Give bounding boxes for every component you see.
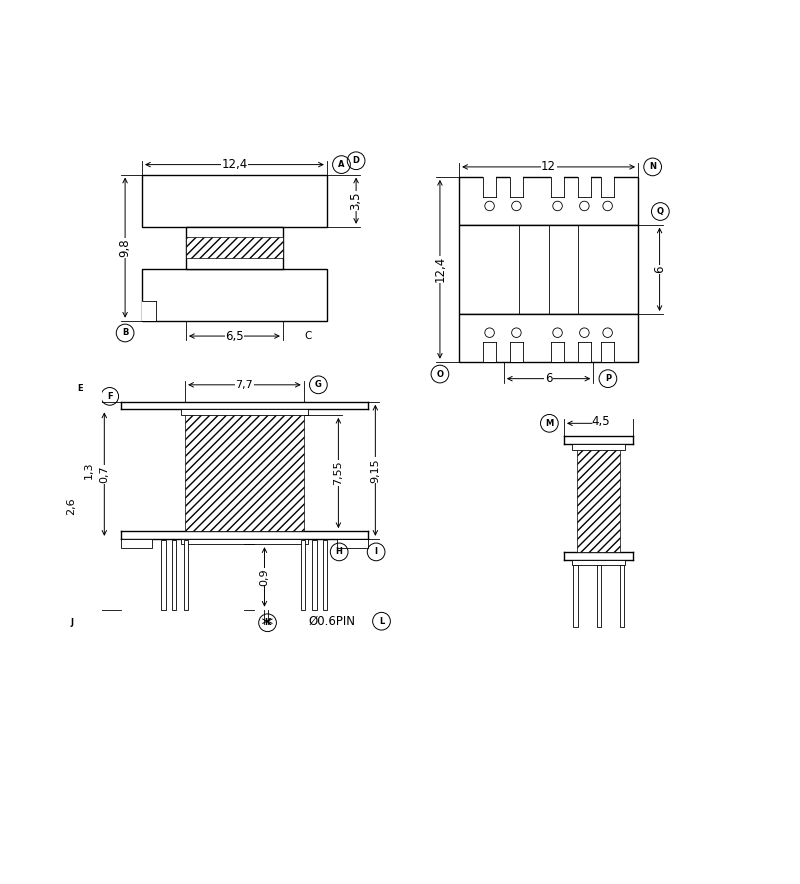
Bar — [184, 539, 188, 610]
Bar — [572, 444, 626, 449]
Bar — [602, 342, 614, 362]
Bar — [551, 342, 564, 362]
Bar — [122, 539, 151, 548]
Bar — [186, 237, 283, 258]
Bar — [301, 539, 305, 610]
Text: H: H — [336, 547, 342, 556]
Bar — [597, 565, 601, 627]
Text: L: L — [379, 617, 384, 626]
Text: 9,8: 9,8 — [118, 239, 132, 257]
Text: I: I — [374, 547, 378, 556]
Text: 12,4: 12,4 — [222, 158, 247, 171]
Bar — [551, 176, 564, 197]
Bar — [483, 342, 496, 362]
Text: 7,7: 7,7 — [235, 380, 254, 390]
Bar — [186, 227, 283, 269]
Text: J: J — [70, 618, 74, 628]
Bar — [142, 301, 156, 321]
Bar — [142, 269, 327, 321]
Bar — [172, 539, 177, 610]
Bar — [313, 539, 317, 610]
Bar — [185, 415, 304, 531]
Text: B: B — [122, 329, 128, 338]
Bar — [574, 565, 578, 627]
Text: 2,6: 2,6 — [66, 497, 76, 514]
Text: M: M — [546, 419, 554, 428]
Bar — [602, 176, 614, 197]
Text: O: O — [437, 370, 443, 378]
Bar — [181, 409, 308, 415]
Bar — [338, 539, 368, 548]
Text: P: P — [605, 374, 611, 383]
Text: Q: Q — [657, 207, 664, 216]
Text: 6: 6 — [545, 372, 552, 385]
Text: 7,55: 7,55 — [334, 461, 343, 485]
Text: 6: 6 — [653, 265, 666, 273]
Text: 4,5: 4,5 — [591, 415, 610, 428]
Text: E: E — [78, 385, 83, 393]
Bar — [181, 539, 308, 545]
Text: A: A — [338, 160, 345, 169]
Text: 3,5: 3,5 — [350, 192, 362, 210]
Text: 0,9: 0,9 — [259, 568, 270, 586]
Text: F: F — [107, 392, 113, 400]
Bar — [162, 539, 166, 610]
Bar — [578, 342, 590, 362]
Text: N: N — [649, 163, 656, 171]
Bar — [620, 565, 624, 627]
Text: C: C — [305, 332, 312, 341]
Text: G: G — [315, 380, 322, 389]
Text: 1,3: 1,3 — [84, 461, 94, 479]
Text: D: D — [353, 156, 360, 165]
Bar — [572, 560, 626, 565]
Bar — [578, 176, 590, 197]
Bar — [459, 314, 638, 362]
Bar — [510, 342, 522, 362]
Bar — [459, 177, 638, 225]
Text: Ø0.6PIN: Ø0.6PIN — [308, 614, 355, 628]
Text: K: K — [264, 618, 270, 628]
Text: 6,5: 6,5 — [225, 330, 244, 343]
Bar — [483, 176, 496, 197]
Bar — [510, 176, 522, 197]
Text: 12: 12 — [541, 160, 556, 173]
Bar — [142, 175, 327, 227]
Text: 0,7: 0,7 — [99, 465, 110, 483]
Text: 12,4: 12,4 — [434, 256, 446, 283]
Text: 9,15: 9,15 — [370, 458, 380, 483]
Bar — [578, 449, 620, 552]
Bar — [323, 539, 327, 610]
Bar — [459, 225, 638, 314]
